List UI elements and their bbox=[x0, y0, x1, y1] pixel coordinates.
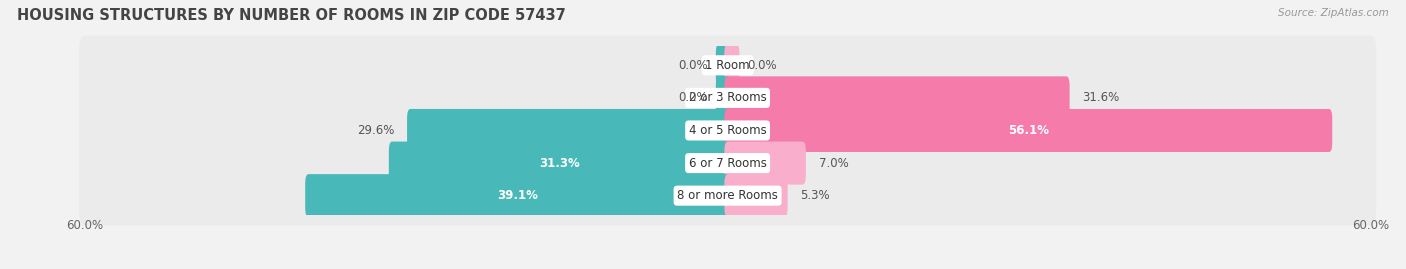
Text: 8 or more Rooms: 8 or more Rooms bbox=[678, 189, 778, 202]
Text: 0.0%: 0.0% bbox=[679, 59, 709, 72]
Text: 31.6%: 31.6% bbox=[1083, 91, 1119, 104]
Text: 5.3%: 5.3% bbox=[800, 189, 830, 202]
FancyBboxPatch shape bbox=[79, 36, 1376, 95]
Text: 6 or 7 Rooms: 6 or 7 Rooms bbox=[689, 157, 766, 169]
Text: Source: ZipAtlas.com: Source: ZipAtlas.com bbox=[1278, 8, 1389, 18]
FancyBboxPatch shape bbox=[79, 133, 1376, 193]
Text: 0.0%: 0.0% bbox=[747, 59, 776, 72]
FancyBboxPatch shape bbox=[79, 166, 1376, 225]
FancyBboxPatch shape bbox=[716, 44, 731, 87]
FancyBboxPatch shape bbox=[408, 109, 731, 152]
FancyBboxPatch shape bbox=[724, 141, 806, 185]
FancyBboxPatch shape bbox=[724, 109, 1333, 152]
Text: 56.1%: 56.1% bbox=[1008, 124, 1049, 137]
Text: HOUSING STRUCTURES BY NUMBER OF ROOMS IN ZIP CODE 57437: HOUSING STRUCTURES BY NUMBER OF ROOMS IN… bbox=[17, 8, 565, 23]
FancyBboxPatch shape bbox=[389, 141, 731, 185]
Text: 7.0%: 7.0% bbox=[818, 157, 848, 169]
FancyBboxPatch shape bbox=[305, 174, 731, 217]
Text: 31.3%: 31.3% bbox=[540, 157, 581, 169]
FancyBboxPatch shape bbox=[724, 44, 740, 87]
Text: 29.6%: 29.6% bbox=[357, 124, 394, 137]
Text: 4 or 5 Rooms: 4 or 5 Rooms bbox=[689, 124, 766, 137]
Text: 39.1%: 39.1% bbox=[498, 189, 538, 202]
FancyBboxPatch shape bbox=[724, 174, 787, 217]
Text: 1 Room: 1 Room bbox=[706, 59, 749, 72]
FancyBboxPatch shape bbox=[79, 68, 1376, 128]
Text: 2 or 3 Rooms: 2 or 3 Rooms bbox=[689, 91, 766, 104]
FancyBboxPatch shape bbox=[724, 76, 1070, 119]
FancyBboxPatch shape bbox=[716, 76, 731, 119]
Text: 0.0%: 0.0% bbox=[679, 91, 709, 104]
FancyBboxPatch shape bbox=[79, 101, 1376, 160]
